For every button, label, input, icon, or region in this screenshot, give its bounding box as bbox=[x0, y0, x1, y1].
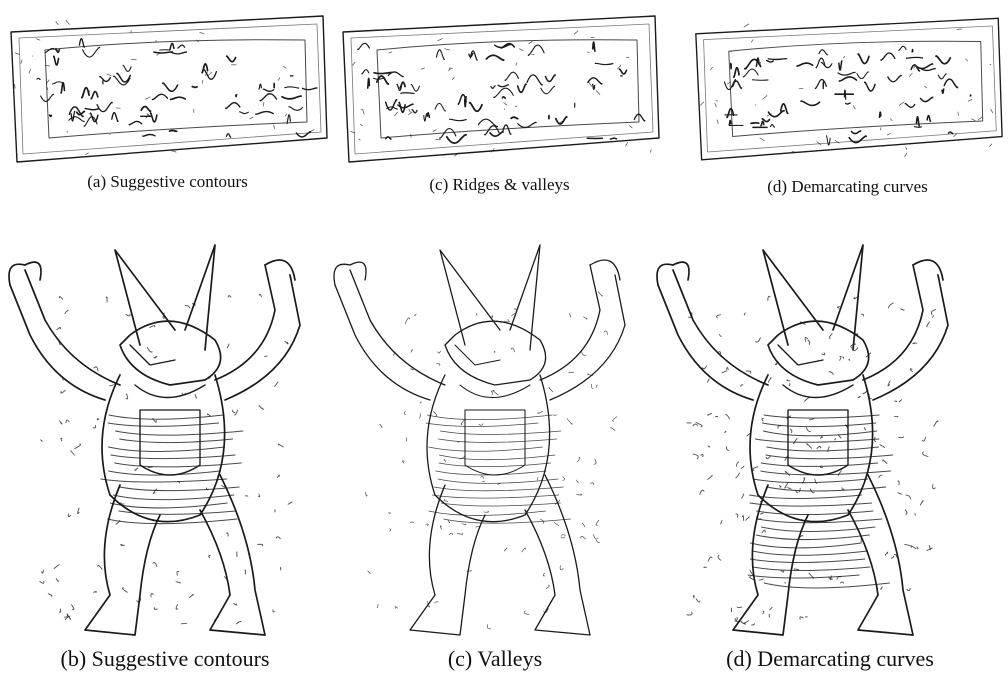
caption-b-suggestive-contours: (b) Suggestive contours bbox=[60, 646, 270, 671]
caption-d-demarcating-curves-bottom: (d) Demarcating curves bbox=[726, 646, 934, 671]
tablet-demarcating-curves-image bbox=[690, 10, 1005, 170]
armadillo-suggestive-contours-image bbox=[0, 235, 330, 645]
caption-a-suggestive-contours: (a) Suggestive contours bbox=[87, 172, 248, 191]
tablet-ridges-valleys-image bbox=[337, 10, 662, 170]
caption-c-valleys: (c) Valleys bbox=[447, 646, 543, 671]
caption-c-ridges-valleys: (c) Ridges & valleys bbox=[429, 175, 570, 194]
armadillo-valleys-image bbox=[325, 235, 655, 645]
tablet-suggestive-contours-image bbox=[5, 10, 330, 170]
armadillo-demarcating-curves-image bbox=[648, 235, 978, 645]
caption-d-demarcating-curves: (d) Demarcating curves bbox=[767, 177, 928, 196]
